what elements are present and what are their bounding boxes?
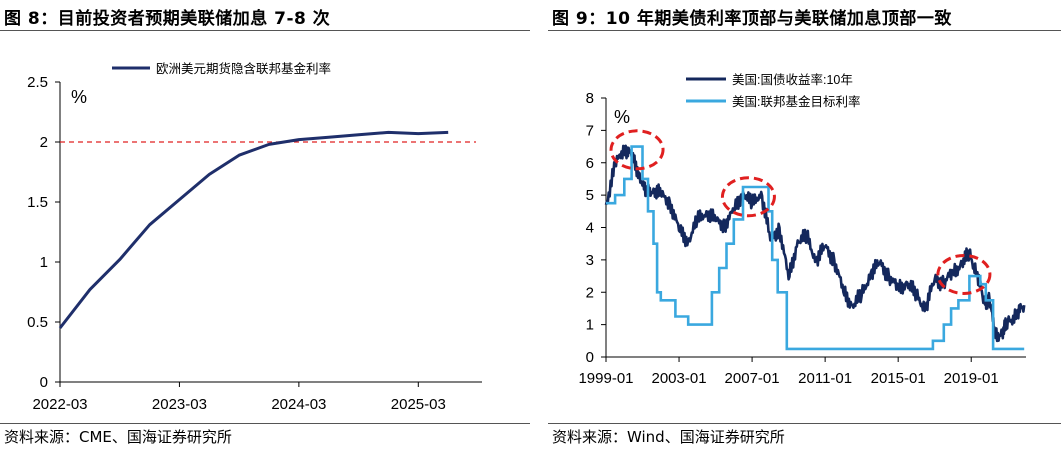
y-tick-label: 3 bbox=[586, 252, 594, 269]
y-tick-label: 0 bbox=[586, 349, 594, 366]
y-tick-label: 1 bbox=[586, 317, 594, 334]
y-tick-label: 2 bbox=[586, 284, 594, 301]
x-tick-label: 2024-03 bbox=[271, 396, 326, 413]
y-tick-label: 1.5 bbox=[27, 194, 48, 211]
y-tick-label: 5 bbox=[586, 187, 594, 204]
source-divider bbox=[548, 423, 1061, 424]
title-divider bbox=[548, 30, 1061, 31]
peak-highlight-ellipse-2 bbox=[720, 176, 776, 218]
implied-rate-series-line bbox=[58, 130, 449, 329]
fed-funds-implied-rate-chart: 0 0.5 1 1.5 2 2.5 2022-03 2023-03 2024-03 2025-03… bbox=[27, 61, 482, 413]
y-tick-label: 8 bbox=[586, 90, 594, 107]
x-tick-label: 2025-03 bbox=[391, 396, 446, 413]
y-tick-label: 0.5 bbox=[27, 314, 48, 331]
y-tick-label: 1 bbox=[40, 254, 48, 271]
treasury-10y-series-line bbox=[604, 144, 1026, 343]
peak-highlight-ellipse-1 bbox=[609, 129, 665, 171]
y-tick-label: 6 bbox=[586, 155, 594, 172]
left-figure: 图 8：目前投资者预期美联储加息 7-8 次 0 0.5 1 1.5 2 2.5 2022-… bbox=[0, 0, 530, 453]
right-figure: 图 9：10 年期美债利率顶部与美联储加息顶部一致 0 1 2 3 4 5 6 7 8 1999-… bbox=[548, 0, 1061, 453]
figure-9-source: 资料来源：Wind、国海证券研究所 bbox=[552, 428, 785, 446]
treasury-vs-fed-rate-chart: 0 1 2 3 4 5 6 7 8 1999-01 2003-01 2007-01 2011-01 201… bbox=[578, 72, 1026, 387]
y-tick-label: 4 bbox=[586, 220, 594, 237]
x-tick-label: 2019-01 bbox=[944, 370, 999, 387]
y-tick-label: 7 bbox=[586, 122, 594, 139]
figure-9-title: 图 9：10 年期美债利率顶部与美联储加息顶部一致 bbox=[552, 9, 952, 29]
figure-8-title: 图 8：目前投资者预期美联储加息 7-8 次 bbox=[4, 9, 331, 29]
y-tick-label: 0 bbox=[40, 374, 48, 391]
legend-label-fed: 美国:联邦基金目标利率 bbox=[732, 94, 860, 109]
fed-target-rate-series-line bbox=[606, 145, 1025, 351]
legend-label-treasury: 美国:国债收益率:10年 bbox=[732, 72, 853, 87]
x-tick-label: 2015-01 bbox=[871, 370, 926, 387]
unit-label: % bbox=[71, 87, 87, 107]
unit-label: % bbox=[614, 107, 630, 127]
x-tick-label: 1999-01 bbox=[578, 370, 633, 387]
figure-8-source: 资料来源：CME、国海证券研究所 bbox=[4, 428, 232, 446]
x-tick-label: 2011-01 bbox=[798, 370, 852, 387]
x-tick-label: 2023-03 bbox=[152, 396, 207, 413]
x-tick-label: 2007-01 bbox=[725, 370, 780, 387]
y-tick-label: 2 bbox=[40, 134, 48, 151]
x-tick-label: 2003-01 bbox=[652, 370, 707, 387]
y-tick-label: 2.5 bbox=[27, 74, 48, 91]
source-divider bbox=[0, 423, 530, 424]
title-divider bbox=[0, 30, 530, 31]
legend-label: 欧洲美元期货隐含联邦基金利率 bbox=[156, 61, 331, 76]
peak-highlight-ellipse-3 bbox=[936, 253, 992, 295]
x-tick-label: 2022-03 bbox=[32, 396, 87, 413]
